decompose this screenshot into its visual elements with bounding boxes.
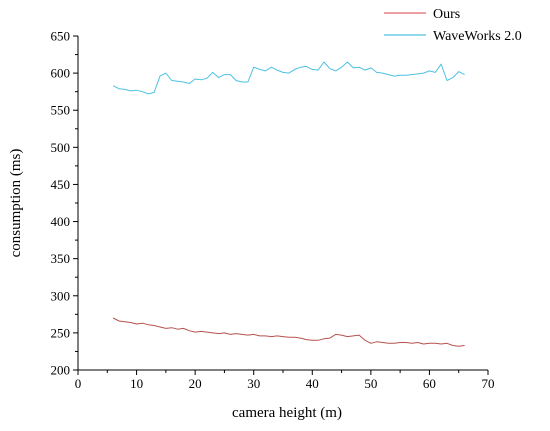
y-tick-label: 400	[51, 214, 71, 229]
series-line-ours	[112, 317, 465, 347]
y-tick-label: 250	[51, 325, 71, 340]
y-tick-label: 300	[51, 288, 71, 303]
y-tick-label: 650	[51, 29, 71, 44]
x-tick-label: 30	[247, 376, 260, 391]
y-tick-label: 350	[51, 251, 71, 266]
x-tick-label: 70	[482, 376, 495, 391]
legend-label: Ours	[433, 7, 460, 22]
x-tick-label: 40	[306, 376, 319, 391]
series-line-waveworks	[112, 61, 465, 95]
x-axis-ticks: 0 10 20 30 40 50 60 70	[75, 370, 495, 391]
plot-frame	[77, 36, 488, 371]
y-axis-ticks: 200 250 300 350 400 450 500 550 600 650	[51, 29, 78, 378]
x-tick-label: 60	[423, 376, 436, 391]
y-tick-label: 550	[51, 103, 71, 118]
y-tick-label: 200	[51, 363, 71, 378]
y-tick-label: 500	[51, 140, 71, 155]
x-tick-label: 50	[364, 376, 377, 391]
legend: Ours WaveWorks 2.0	[384, 7, 522, 44]
x-axis-title: camera height (m)	[232, 405, 342, 421]
x-tick-label: 10	[130, 376, 143, 391]
series-layer	[112, 61, 465, 347]
y-tick-label: 450	[51, 177, 71, 192]
x-tick-label: 0	[75, 376, 82, 391]
legend-label: WaveWorks 2.0	[433, 29, 522, 44]
y-tick-label: 600	[51, 66, 71, 81]
y-axis-title: consumption (ms)	[8, 149, 24, 258]
x-tick-label: 20	[189, 376, 202, 391]
